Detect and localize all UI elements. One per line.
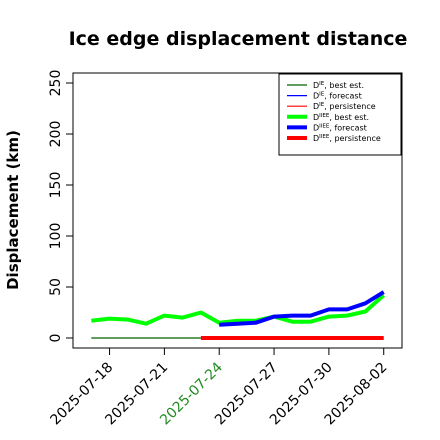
y-axis: 0 50 100 150 200 250 bbox=[48, 70, 73, 343]
legend-label-D_IIEE_forecast: DIIEE, forecast bbox=[313, 123, 367, 132]
x-axis: 2025-07-182025-07-212025-07-242025-07-27… bbox=[48, 348, 391, 428]
y-tick-label-200: 200 bbox=[48, 121, 64, 148]
legend-label-D_IIEE_persist: DIIEE, persistence bbox=[313, 134, 381, 143]
y-tick-label-0: 0 bbox=[48, 334, 64, 343]
legend-label-D_IIEE_best: DIIEE, best est. bbox=[313, 113, 369, 122]
chart-title: Ice edge displacement distance bbox=[69, 28, 408, 50]
y-axis-label: Displacement (km) bbox=[4, 130, 22, 290]
plot-series bbox=[91, 290, 386, 340]
y-tick-label-50: 50 bbox=[48, 278, 64, 296]
series-line-D_IE_forecast bbox=[219, 291, 385, 326]
legend-label-D_IE_forecast: DIE, forecast bbox=[313, 92, 362, 101]
legend-label-D_IE_persist: DIE, persistence bbox=[313, 102, 376, 111]
legend-box bbox=[278, 73, 402, 156]
plot-frame bbox=[72, 72, 403, 349]
series-line-D_IIEE_best bbox=[91, 293, 386, 326]
y-tick-label-150: 150 bbox=[48, 172, 64, 199]
legend-label-D_IE_best: DIE, best est. bbox=[313, 81, 364, 90]
y-tick-label-100: 100 bbox=[48, 223, 64, 250]
y-tick-label-250: 250 bbox=[48, 70, 64, 97]
